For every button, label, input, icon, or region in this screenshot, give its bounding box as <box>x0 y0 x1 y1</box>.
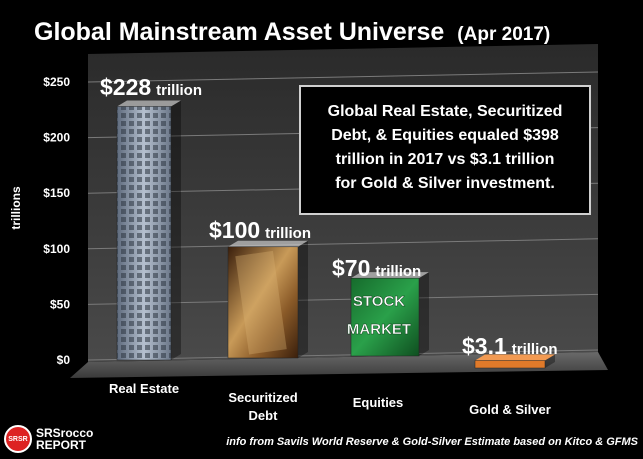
bars: STOCK MARKET <box>116 100 555 369</box>
equities-box-text: MARKET <box>347 321 411 338</box>
value-label: $100 trillion <box>209 217 311 243</box>
value-label: $70 trillion <box>332 255 421 281</box>
chart-title: Global Mainstream Asset Universe (Apr 20… <box>34 18 550 46</box>
bar-gold-silver <box>474 354 555 369</box>
y-axis-label: trillions <box>9 186 23 230</box>
y-tick-label: $200 <box>43 131 70 145</box>
chart-subtitle: (Apr 2017) <box>457 24 550 45</box>
value-label: $3.1 trillion <box>462 333 558 359</box>
x-axis: Real Estate Securitized Debt Equities Gold &… <box>109 381 551 423</box>
bar-real-estate <box>116 100 181 361</box>
bar-securitized-debt <box>227 240 308 359</box>
annotation-box: Global Real Estate, Securitized Debt, & E… <box>299 85 591 215</box>
x-tick-label: Gold & Silver <box>469 402 551 417</box>
source-note: info from Savils World Reserve & Gold-Si… <box>226 436 638 448</box>
gridline <box>87 349 599 361</box>
x-tick-label: Securitized Debt <box>228 390 297 423</box>
plot-floor <box>70 352 608 378</box>
x-tick-label: Real Estate <box>109 381 179 396</box>
logo-text: SRSrocco REPORT <box>36 427 93 451</box>
annotation-line: Debt, & Equities equaled $398 <box>331 127 559 144</box>
y-tick-label: $100 <box>43 242 70 256</box>
logo-line2: REPORT <box>36 438 87 452</box>
equities-box-text: STOCK <box>353 293 405 310</box>
annotation-line: Global Real Estate, Securitized <box>328 103 563 120</box>
bar-equities: STOCK MARKET <box>347 272 429 357</box>
value-label: $228 trillion <box>100 74 202 100</box>
value-labels: $228 trillion $100 trillion $70 trillion $3.1 t… <box>100 74 558 359</box>
annotation-line: for Gold & Silver investment. <box>335 175 555 192</box>
logo-line1: SRSrocco <box>36 426 94 440</box>
x-tick-label: Equities <box>353 395 404 410</box>
y-axis: $0 $50 $100 $150 $200 $250 <box>43 75 70 367</box>
gridline <box>87 293 599 305</box>
y-tick-label: $50 <box>50 297 70 311</box>
y-tick-label: $250 <box>43 75 70 89</box>
y-tick-label: $0 <box>57 353 71 367</box>
gridline <box>87 71 599 83</box>
y-tick-label: $150 <box>43 186 70 200</box>
annotation-line: trillion in 2017 vs $3.1 trillion <box>336 151 555 168</box>
svg-text:Global Real Estate, Securitize: Global Real Estate, Securitized Debt, & E… <box>328 103 563 192</box>
logo-mark: SRSR <box>4 425 32 453</box>
gridline <box>87 238 599 250</box>
srsrocco-logo: SRSR SRSrocco REPORT <box>4 422 126 456</box>
